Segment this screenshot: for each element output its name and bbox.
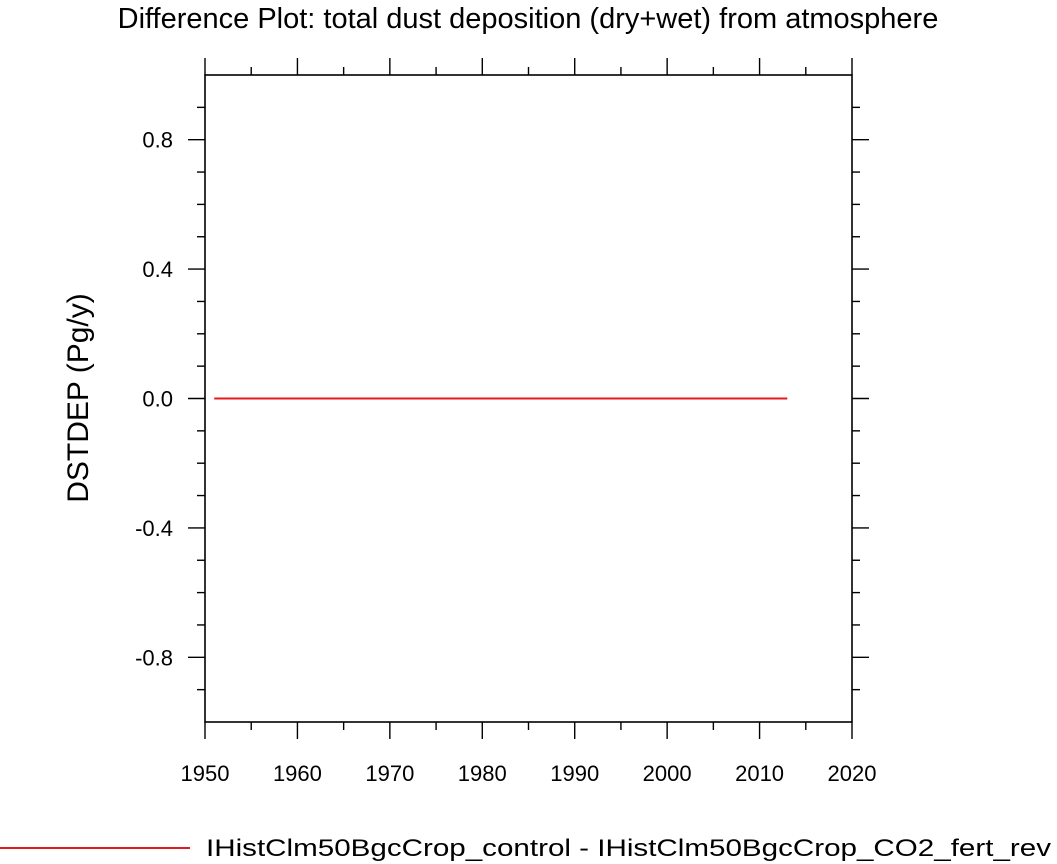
y-tick-label: 0.0 (142, 387, 173, 412)
x-tick-label: 2020 (828, 761, 877, 786)
y-axis-label: DSTDEP (Pg/y) (62, 293, 95, 503)
chart-title: Difference Plot: total dust deposition (… (118, 3, 939, 35)
x-tick-label: 1960 (273, 761, 322, 786)
x-tick-label: 2010 (735, 761, 784, 786)
y-tick-label: 0.8 (142, 128, 173, 153)
y-tick-label: -0.8 (135, 645, 173, 670)
x-tick-label: 1950 (181, 761, 230, 786)
x-tick-label: 1970 (365, 761, 414, 786)
y-tick-label: -0.4 (135, 516, 173, 541)
plot-area: 1950 1960 1970 1980 1990 2000 2010 2020 -0.8 -0.4… (135, 58, 876, 786)
y-tick-label: 0.4 (142, 257, 173, 282)
legend-label: IHistClm50BgcCrop_control - IHistClm50Bg… (206, 835, 1051, 862)
x-tick-label: 1990 (550, 761, 599, 786)
legend: IHistClm50BgcCrop_control - IHistClm50Bg… (0, 835, 1051, 862)
x-tick-label: 2000 (643, 761, 692, 786)
x-tick-label: 1980 (458, 761, 507, 786)
